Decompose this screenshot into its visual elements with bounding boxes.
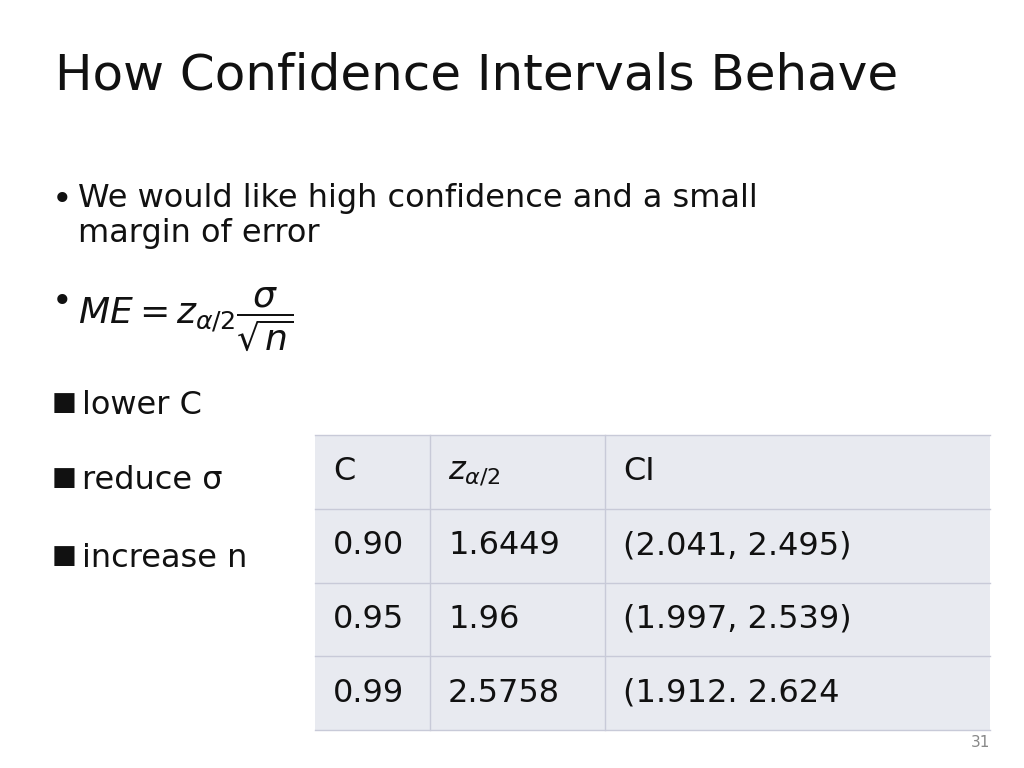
Text: ■: ■ — [52, 465, 77, 491]
Text: increase n: increase n — [82, 543, 248, 574]
Text: reduce σ: reduce σ — [82, 465, 222, 496]
Text: lower C: lower C — [82, 390, 202, 421]
Text: •: • — [52, 285, 73, 319]
Text: ■: ■ — [52, 543, 77, 569]
Text: We would like high confidence and a small: We would like high confidence and a smal… — [78, 183, 758, 214]
Text: 31: 31 — [971, 735, 990, 750]
Text: 1.96: 1.96 — [449, 604, 519, 635]
Text: ■: ■ — [52, 390, 77, 416]
Text: $z_{\alpha/2}$: $z_{\alpha/2}$ — [449, 456, 501, 488]
Text: 0.99: 0.99 — [333, 677, 404, 709]
Text: 0.95: 0.95 — [333, 604, 404, 635]
Text: (2.041, 2.495): (2.041, 2.495) — [623, 530, 852, 561]
Text: (1.912. 2.624: (1.912. 2.624 — [623, 677, 840, 709]
Text: 0.90: 0.90 — [333, 530, 404, 561]
Text: (1.997, 2.539): (1.997, 2.539) — [623, 604, 852, 635]
Text: $ME = z_{\alpha/2} \dfrac{\sigma}{\sqrt{n}}$: $ME = z_{\alpha/2} \dfrac{\sigma}{\sqrt{… — [78, 285, 294, 353]
Text: 2.5758: 2.5758 — [449, 677, 560, 709]
Text: CI: CI — [623, 456, 654, 488]
Text: margin of error: margin of error — [78, 218, 319, 249]
Bar — [315, 435, 990, 730]
Text: 1.6449: 1.6449 — [449, 530, 560, 561]
Text: C: C — [333, 456, 355, 488]
Text: •: • — [52, 183, 73, 217]
Text: How Confidence Intervals Behave: How Confidence Intervals Behave — [55, 51, 898, 99]
